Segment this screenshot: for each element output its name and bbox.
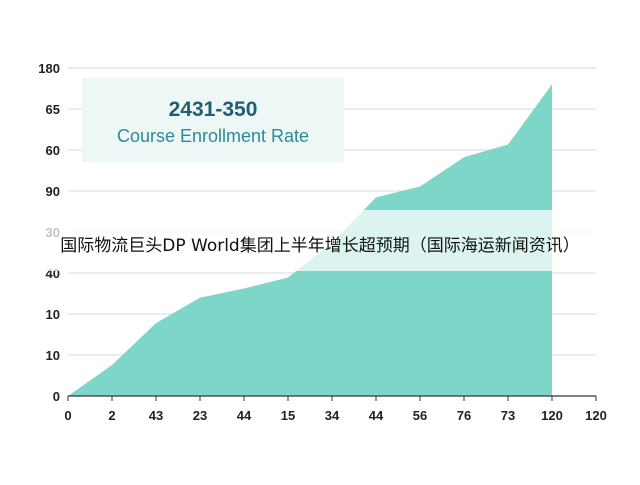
x-tick-label: 43	[149, 408, 163, 423]
x-tick-label: 73	[501, 408, 515, 423]
x-tick-label: 0	[64, 408, 71, 423]
y-tick-label: 65	[46, 102, 60, 117]
caption-text: 国际物流巨头DP World集团上半年增长超预期（国际海运新闻资讯）	[60, 236, 580, 256]
chart-subtitle: Course Enrollment Rate	[116, 126, 310, 146]
x-tick-label: 56	[413, 408, 427, 423]
caption-banner: 国际物流巨头DP World集团上半年增长超预期（国际海运新闻资讯）	[0, 210, 640, 271]
x-tick-label: 44	[369, 408, 384, 423]
x-tick-label: 23	[193, 408, 207, 423]
x-tick-label: 44	[237, 408, 252, 423]
x-tick-label: 120	[541, 408, 563, 423]
x-tick-label: 2	[108, 408, 115, 423]
x-tick-label: 120	[585, 408, 607, 423]
chart-title: 2431-350	[168, 98, 258, 121]
x-tick-label: 76	[457, 408, 471, 423]
x-tick-label: 34	[325, 408, 340, 423]
x-tick-label: 15	[281, 408, 295, 423]
y-tick-label: 10	[46, 307, 60, 322]
y-tick-label: 10	[46, 348, 60, 363]
area-series	[68, 84, 552, 397]
y-tick-label: 90	[46, 184, 60, 199]
y-tick-label: 180	[38, 61, 60, 76]
chart-title-box: 2431-350 Course Enrollment Rate	[82, 78, 344, 162]
y-tick-label: 0	[53, 389, 60, 404]
y-tick-label: 60	[46, 143, 60, 158]
